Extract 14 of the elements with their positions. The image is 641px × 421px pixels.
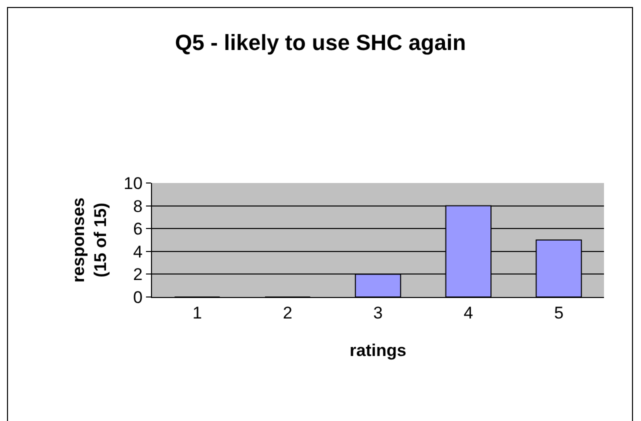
x-tick-label: 1 [192,303,202,322]
y-tick-label: 4 [133,242,143,262]
x-axis-title: ratings [350,340,406,360]
x-tick-label: 2 [282,303,292,322]
chart-title: Q5 - likely to use SHC again [175,30,466,55]
y-tick-label: 8 [133,196,143,216]
y-tick-label: 0 [133,288,143,307]
x-tick-label: 3 [373,303,383,322]
y-tick-label: 2 [133,265,143,284]
x-tick-label: 4 [464,303,474,322]
y-tick-label: 6 [133,220,143,239]
y-axis-title: responses (15 of 15) [69,197,110,283]
y-tick-label: 10 [124,174,143,193]
x-tick-label: 5 [554,303,564,322]
